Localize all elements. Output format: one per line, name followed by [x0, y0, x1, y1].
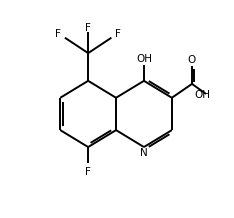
Text: F: F [115, 29, 121, 39]
Text: F: F [85, 167, 91, 177]
Text: F: F [85, 23, 91, 33]
Text: N: N [140, 148, 148, 158]
Text: O: O [188, 55, 196, 65]
Text: OH: OH [136, 54, 152, 64]
Text: F: F [55, 29, 61, 39]
Text: OH: OH [195, 90, 211, 100]
